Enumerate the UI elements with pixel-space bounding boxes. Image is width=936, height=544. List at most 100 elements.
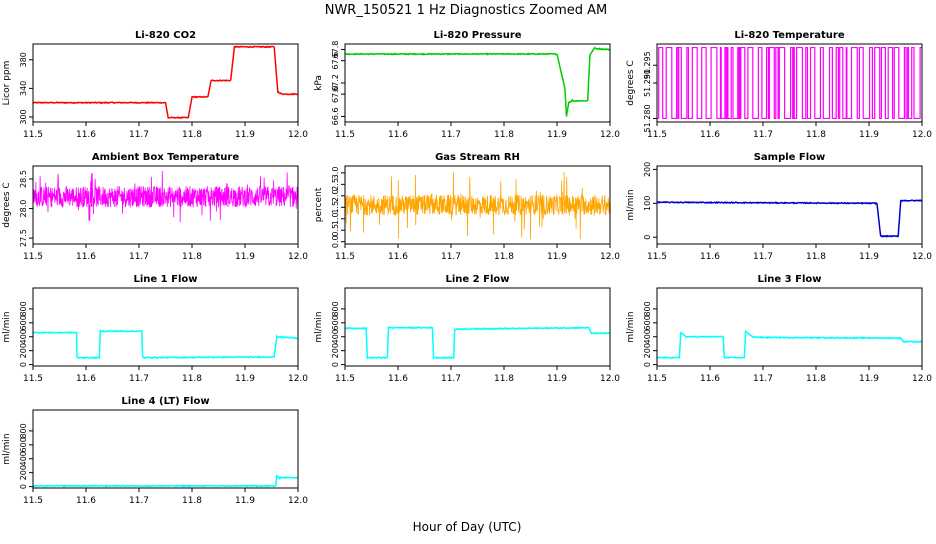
series-line bbox=[345, 45, 610, 117]
x-tick-label: 11.6 bbox=[76, 252, 96, 262]
x-tick-label: 11.7 bbox=[129, 374, 149, 384]
series-group bbox=[33, 328, 298, 360]
y-tick-label: 380 bbox=[19, 52, 28, 67]
y-tick-label: 0 bbox=[19, 362, 28, 367]
x-tick-label: 12.0 bbox=[912, 130, 932, 140]
x-tick-label: 11.8 bbox=[806, 252, 826, 262]
x-tick-label: 11.7 bbox=[753, 252, 773, 262]
series-group bbox=[33, 45, 298, 120]
y-tick-label: 66.6 bbox=[331, 108, 340, 126]
figure-xlabel: Hour of Day (UTC) bbox=[413, 520, 522, 534]
y-tick-label: 400 bbox=[643, 329, 652, 344]
x-tick-label: 11.6 bbox=[388, 252, 408, 262]
x-tick-label: 11.9 bbox=[859, 374, 879, 384]
x-tick-label: 11.8 bbox=[494, 252, 514, 262]
series-line bbox=[657, 329, 922, 360]
series-line bbox=[33, 473, 298, 488]
x-tick-label: 12.0 bbox=[288, 374, 308, 384]
panel-title: Line 2 Flow bbox=[446, 274, 510, 285]
y-tick-label: 200 bbox=[643, 343, 652, 358]
y-tick-label: 200 bbox=[19, 343, 28, 358]
y-tick-label: 600 bbox=[19, 437, 28, 452]
y-tick-label: 0.0 bbox=[331, 235, 340, 248]
panel-title: Line 4 (LT) Flow bbox=[121, 396, 209, 407]
panel-title: Sample Flow bbox=[754, 152, 826, 163]
y-tick-label: 27.5 bbox=[19, 229, 28, 247]
panel-1: Li-820 CO2 Licor ppm 11.5 11.6 11.7 11.8 11.9 1… bbox=[2, 30, 308, 140]
x-tick-label: 12.0 bbox=[600, 374, 620, 384]
panel-ylabel: Licor ppm bbox=[2, 61, 12, 106]
x-tick-label: 11.7 bbox=[441, 130, 461, 140]
panel-title: Li-820 Pressure bbox=[433, 30, 521, 41]
y-tick-label: 0 bbox=[331, 362, 340, 367]
x-tick-label: 11.5 bbox=[335, 374, 355, 384]
plot-frame bbox=[32, 165, 299, 245]
x-tick-label: 11.8 bbox=[182, 374, 202, 384]
y-tick-label: 2.0 bbox=[331, 189, 340, 202]
panel-title: Line 1 Flow bbox=[134, 274, 198, 285]
panel-3: Li-820 Temperature degrees C 11.5 11.6 11.7 1… bbox=[626, 30, 932, 140]
x-tick-label: 11.9 bbox=[859, 252, 879, 262]
series-line bbox=[33, 45, 298, 120]
series-group bbox=[345, 171, 610, 240]
series-group bbox=[657, 199, 922, 238]
x-tick-label: 11.6 bbox=[700, 252, 720, 262]
series-group bbox=[345, 325, 610, 360]
series-line bbox=[657, 199, 922, 238]
series-group bbox=[33, 473, 298, 488]
x-tick-label: 11.7 bbox=[441, 252, 461, 262]
y-tick-label: 1.0 bbox=[331, 212, 340, 225]
y-tick-label: 1.5 bbox=[331, 201, 340, 214]
y-tick-label: 28.5 bbox=[19, 170, 28, 188]
x-tick-label: 12.0 bbox=[288, 496, 308, 506]
plot-frame bbox=[344, 43, 611, 123]
x-tick-label: 11.5 bbox=[647, 130, 667, 140]
panel-8: Line 2 Flow ml/min 11.5 11.6 11.7 11.8 11.9 12.… bbox=[314, 274, 620, 384]
x-tick-label: 11.7 bbox=[441, 374, 461, 384]
series-group bbox=[33, 170, 298, 223]
panel-10: Line 4 (LT) Flow ml/min 11.5 11.6 11.7 11.8 11… bbox=[2, 396, 308, 506]
x-tick-label: 12.0 bbox=[912, 252, 932, 262]
y-tick-label: 0.5 bbox=[331, 224, 340, 237]
panel-title: Li-820 CO2 bbox=[135, 30, 196, 41]
x-tick-label: 11.5 bbox=[335, 252, 355, 262]
y-tick-label: 800 bbox=[19, 301, 28, 316]
y-tick-label: 51.280 bbox=[643, 104, 652, 132]
panel-ylabel: degrees C bbox=[2, 182, 12, 227]
panel-4: Ambient Box Temperature degrees C 11.5 11.6… bbox=[2, 152, 308, 262]
y-tick-label: 0 bbox=[643, 235, 652, 240]
y-tick-label: 100 bbox=[643, 196, 652, 211]
y-tick-label: 200 bbox=[331, 343, 340, 358]
x-tick-label: 11.7 bbox=[129, 130, 149, 140]
panel-title: Gas Stream RH bbox=[435, 152, 520, 163]
x-tick-label: 11.8 bbox=[806, 130, 826, 140]
y-tick-label: 400 bbox=[19, 329, 28, 344]
panel-2: Li-820 Pressure kPa 11.5 11.6 11.7 11.8 11.9 12… bbox=[314, 30, 620, 140]
x-tick-label: 11.8 bbox=[182, 252, 202, 262]
plot-frame bbox=[344, 165, 611, 245]
panel-9: Line 3 Flow ml/min 11.5 11.6 11.7 11.8 11.9 12.… bbox=[626, 274, 932, 384]
plot-frame bbox=[32, 287, 299, 367]
y-tick-label: 67.6 bbox=[331, 52, 340, 70]
x-tick-label: 11.7 bbox=[129, 496, 149, 506]
y-tick-label: 67.2 bbox=[331, 74, 340, 92]
x-tick-label: 11.7 bbox=[129, 252, 149, 262]
x-tick-label: 11.8 bbox=[182, 130, 202, 140]
plot-frame bbox=[656, 287, 923, 367]
x-tick-label: 11.6 bbox=[388, 374, 408, 384]
y-tick-label: 800 bbox=[19, 423, 28, 438]
panel-5: Gas Stream RH percent 11.5 11.6 11.7 11.8 11.9… bbox=[314, 152, 620, 262]
panel-ylabel: ml/min bbox=[2, 311, 12, 342]
series-line bbox=[345, 325, 610, 360]
panel-7: Line 1 Flow ml/min 11.5 11.6 11.7 11.8 11.9 12.… bbox=[2, 274, 308, 384]
x-tick-label: 11.7 bbox=[753, 130, 773, 140]
x-tick-label: 12.0 bbox=[288, 130, 308, 140]
x-tick-label: 11.6 bbox=[76, 130, 96, 140]
panel-ylabel: ml/min bbox=[626, 311, 636, 342]
y-tick-label: 2.5 bbox=[331, 178, 340, 191]
panel-title: Line 3 Flow bbox=[758, 274, 822, 285]
y-tick-label: 200 bbox=[643, 162, 652, 177]
x-tick-label: 11.7 bbox=[753, 374, 773, 384]
panel-grid: Li-820 CO2 Licor ppm 11.5 11.6 11.7 11.8 11.9 1… bbox=[2, 30, 932, 506]
x-tick-label: 11.6 bbox=[76, 374, 96, 384]
